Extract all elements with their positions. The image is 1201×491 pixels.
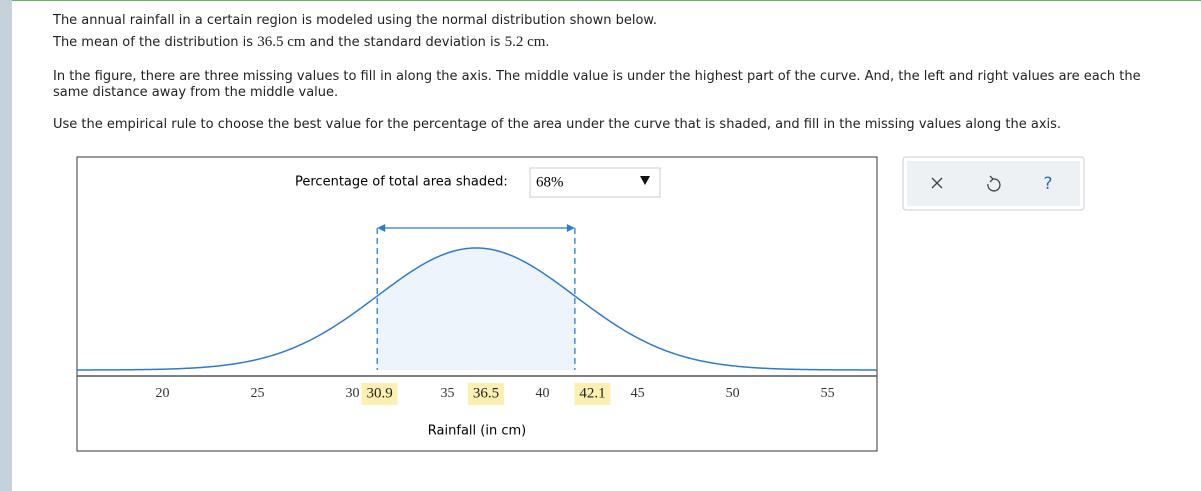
answer-value[interactable]: 42.1 (579, 385, 605, 401)
mean-value: 36.5 cm (257, 34, 306, 50)
answer-box[interactable] (574, 383, 611, 405)
x-tick-label: 45 (631, 386, 645, 401)
sidebar (0, 0, 12, 491)
text: and the standard deviation is (305, 35, 505, 50)
dropdown-value[interactable]: 68% (536, 174, 564, 190)
undo-button[interactable] (987, 175, 1001, 192)
dropdown[interactable] (529, 167, 661, 198)
x-tick-label: 50 (726, 386, 740, 401)
paragraph: In the figure, there are three missing v… (53, 69, 1141, 100)
toolbar-inner (907, 161, 1080, 206)
answer-value[interactable]: 30.9 (367, 385, 393, 401)
x-tick-label: 40 (536, 386, 550, 401)
x-tick-label: 55 (821, 386, 835, 401)
top-border (12, 0, 1201, 1)
dropdown-arrow[interactable] (640, 176, 650, 185)
paragraph: Use the empirical rule to choose the bes… (53, 117, 1062, 132)
shaded-area (377, 248, 575, 370)
x-tick-label: 25 (251, 386, 265, 401)
x-axis-label: Rainfall (in cm) (428, 424, 526, 439)
x-tick-label: 20 (156, 386, 170, 401)
answer-box[interactable] (468, 383, 505, 405)
answer-value[interactable]: 36.5 (473, 385, 499, 401)
x-tick-label: 30 (346, 386, 360, 401)
x-tick-label: 35 (441, 386, 455, 401)
answer-box[interactable] (361, 383, 398, 405)
dropdown-label: Percentage of total area shaded: (295, 175, 508, 190)
intro-text: The annual rainfall in a certain region … (53, 13, 657, 28)
text: . (545, 35, 550, 50)
mean-text: The mean of the distribution is 36.5 cm … (53, 34, 550, 51)
help-button[interactable]: ? (1043, 174, 1052, 194)
text: The mean of the distribution is (53, 35, 258, 50)
clear-button[interactable] (931, 177, 943, 189)
sd-value: 5.2 cm (504, 34, 546, 50)
normal-curve (76, 247, 878, 371)
